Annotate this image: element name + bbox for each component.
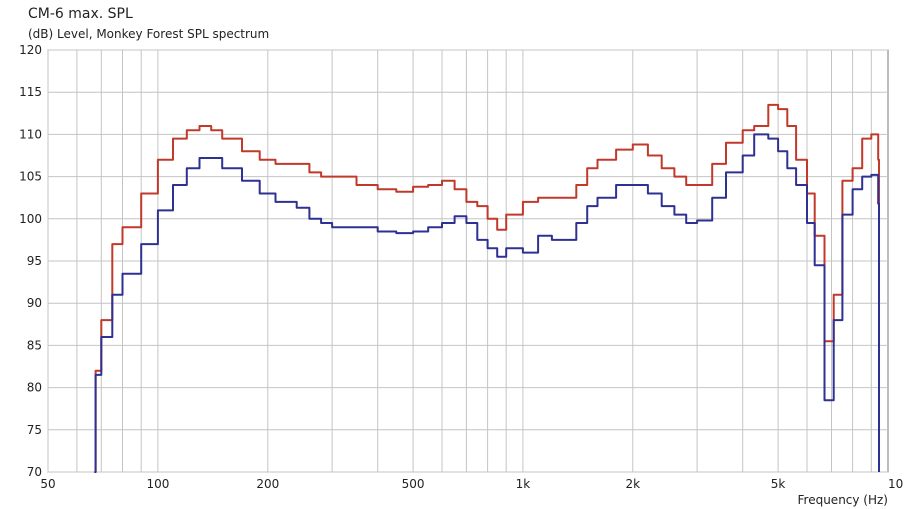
y-tick-label: 80 <box>27 381 42 395</box>
y-tick-label: 115 <box>19 85 42 99</box>
x-tick-label: 1k <box>516 477 531 491</box>
series-line-1 <box>94 103 880 473</box>
grid <box>47 49 888 473</box>
x-tick-label: 10 <box>888 477 903 491</box>
x-tick-label: 5k <box>771 477 786 491</box>
y-tick-label: 95 <box>27 254 42 268</box>
series-group <box>94 103 880 473</box>
y-tick-label: 120 <box>19 43 42 57</box>
chart-title: CM-6 max. SPL <box>28 6 133 22</box>
chart-subtitle: (dB) Level, Monkey Forest SPL spectrum <box>28 27 270 41</box>
axes: 70 75 80 85 90 95 100 105 110 115 120 50 100 200 500 1k… <box>19 43 903 507</box>
x-tick-label: 50 <box>40 477 55 491</box>
x-tick-label: 200 <box>256 477 279 491</box>
series-line-2 <box>94 133 880 473</box>
y-tick-label: 100 <box>19 212 42 226</box>
x-axis-label: Frequency (Hz) <box>798 493 889 507</box>
y-tick-label: 85 <box>27 338 42 352</box>
x-tick-label: 2k <box>626 477 641 491</box>
y-tick-label: 70 <box>27 465 42 479</box>
y-tick-label: 90 <box>27 296 42 310</box>
y-tick-label: 75 <box>27 423 42 437</box>
x-tick-label: 100 <box>146 477 169 491</box>
x-tick-label: 500 <box>402 477 425 491</box>
y-tick-label: 105 <box>19 170 42 184</box>
y-tick-label: 110 <box>19 127 42 141</box>
